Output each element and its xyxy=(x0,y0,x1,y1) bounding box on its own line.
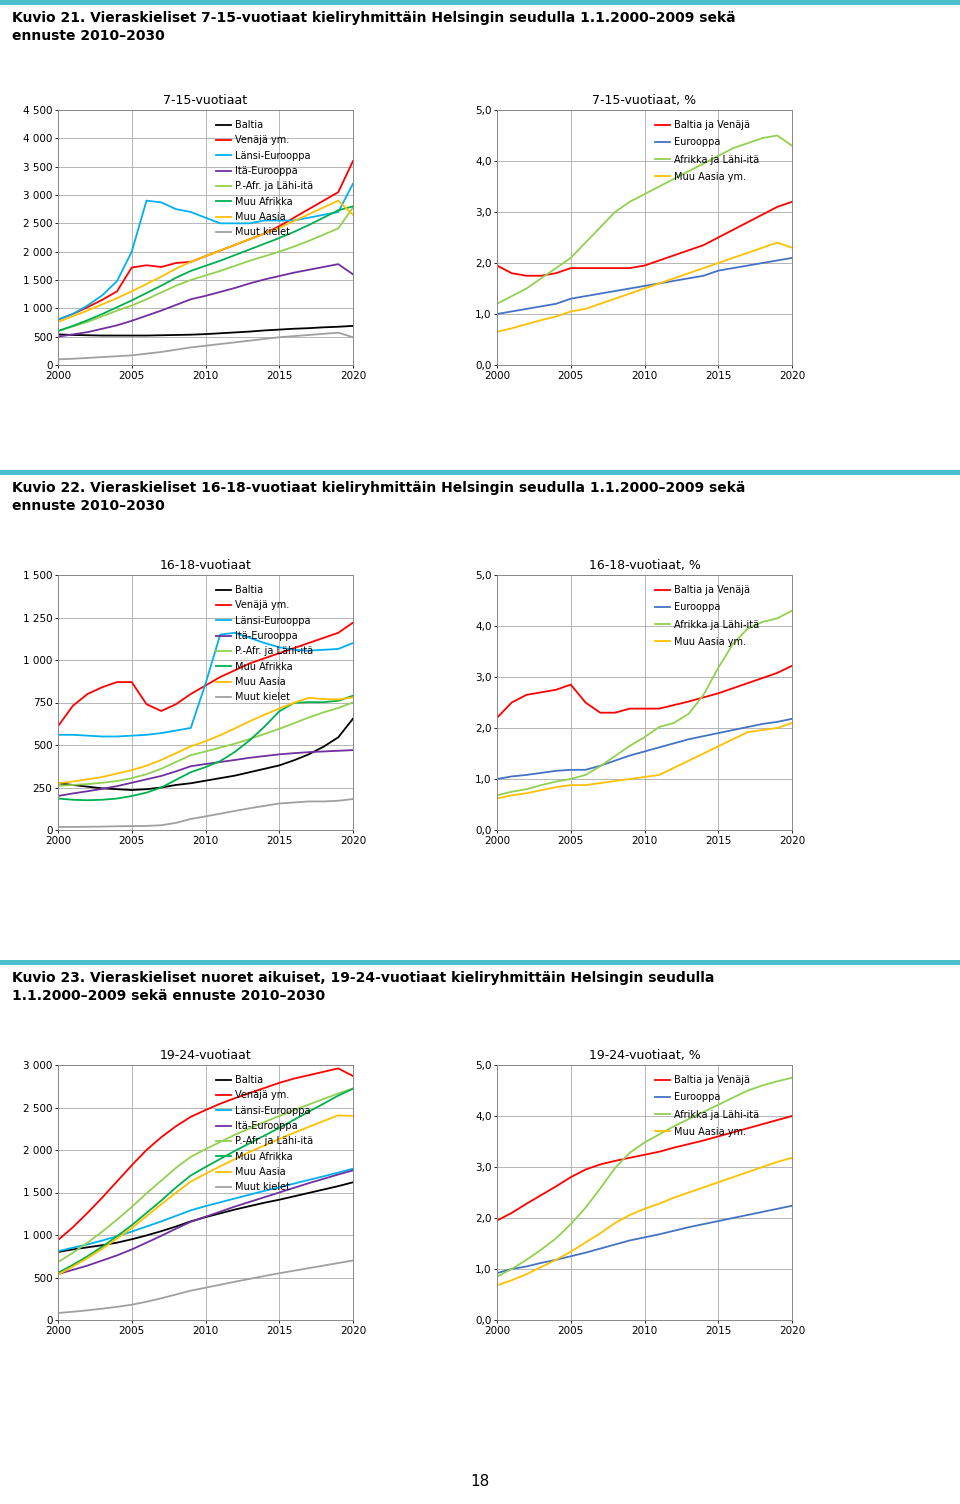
Legend: Baltia ja Venäjä, Eurooppa, Afrikka ja Lähi-itä, Muu Aasia ym.: Baltia ja Venäjä, Eurooppa, Afrikka ja L… xyxy=(656,120,758,182)
Bar xyxy=(0,469,960,475)
Legend: Baltia ja Venäjä, Eurooppa, Afrikka ja Lähi-itä, Muu Aasia ym.: Baltia ja Venäjä, Eurooppa, Afrikka ja L… xyxy=(656,585,758,647)
Legend: Baltia, Venäjä ym., Länsi-Eurooppa, Itä-Eurooppa, P.-Afr. ja Lähi-itä, Muu Afrik: Baltia, Venäjä ym., Länsi-Eurooppa, Itä-… xyxy=(216,1075,313,1193)
Text: 18: 18 xyxy=(470,1474,490,1489)
Text: Kuvio 21. Vieraskieliset 7-15-vuotiaat kieliryhmittäin Helsingin seudulla 1.1.20: Kuvio 21. Vieraskieliset 7-15-vuotiaat k… xyxy=(12,11,736,44)
Text: Kuvio 23. Vieraskieliset nuoret aikuiset, 19-24-vuotiaat kieliryhmittäin Helsing: Kuvio 23. Vieraskieliset nuoret aikuiset… xyxy=(12,972,715,1003)
Legend: Baltia ja Venäjä, Eurooppa, Afrikka ja Lähi-itä, Muu Aasia ym.: Baltia ja Venäjä, Eurooppa, Afrikka ja L… xyxy=(656,1075,758,1137)
Legend: Baltia, Venäjä ym., Länsi-Eurooppa, Itä-Eurooppa, P.-Afr. ja Lähi-itä, Muu Afrik: Baltia, Venäjä ym., Länsi-Eurooppa, Itä-… xyxy=(216,585,313,702)
Title: 16-18-vuotiaat: 16-18-vuotiaat xyxy=(159,559,252,573)
Title: 19-24-vuotiaat, %: 19-24-vuotiaat, % xyxy=(588,1050,701,1062)
Bar xyxy=(0,960,960,966)
Title: 19-24-vuotiaat: 19-24-vuotiaat xyxy=(159,1050,252,1062)
Title: 16-18-vuotiaat, %: 16-18-vuotiaat, % xyxy=(588,559,701,573)
Text: Kuvio 22. Vieraskieliset 16-18-vuotiaat kieliryhmittäin Helsingin seudulla 1.1.2: Kuvio 22. Vieraskieliset 16-18-vuotiaat … xyxy=(12,481,746,513)
Title: 7-15-vuotiaat, %: 7-15-vuotiaat, % xyxy=(592,95,697,107)
Legend: Baltia, Venäjä ym., Länsi-Eurooppa, Itä-Eurooppa, P.-Afr. ja Lähi-itä, Muu Afrik: Baltia, Venäjä ym., Länsi-Eurooppa, Itä-… xyxy=(216,120,313,238)
Title: 7-15-vuotiaat: 7-15-vuotiaat xyxy=(163,95,248,107)
Bar xyxy=(0,0,960,5)
